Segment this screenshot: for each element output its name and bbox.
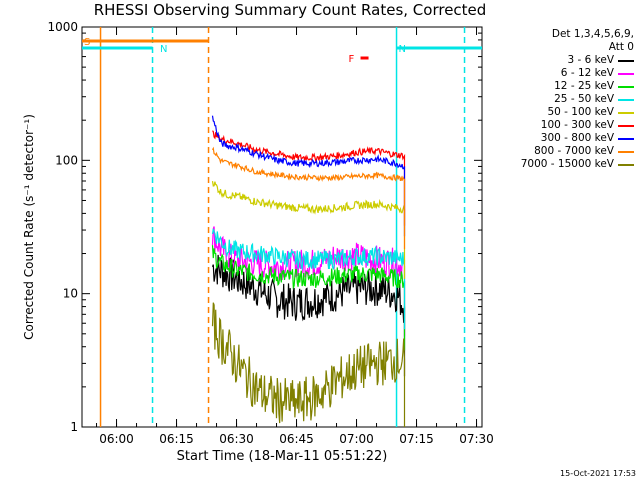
legend-label: 25 - 50 keV [554,93,614,105]
legend-entry: 3 - 6 keV [474,54,634,67]
legend-label: 12 - 25 keV [554,80,614,92]
chart-title: RHESSI Observing Summary Count Rates, Co… [93,1,487,19]
legend-entry: 300 - 800 keV [474,132,634,145]
x-axis-label: Start Time (18-Mar-11 05:51:22) [177,449,388,464]
x-tick-label: 06:45 [279,432,314,446]
series-line-3 [211,245,406,351]
flag-label-s: S [84,37,90,48]
legend-entry: 50 - 100 keV [474,106,634,119]
y-tick-label: 1000 [47,20,78,34]
legend-entry: 25 - 50 keV [474,93,634,106]
legend-entry: 7000 - 15000 keV [474,158,634,171]
series-line-1 [211,254,406,377]
flag-label-n: N [160,44,167,55]
legend-label: 6 - 12 keV [560,67,614,79]
x-tick-label: 06:00 [99,432,134,446]
legend-label: 3 - 6 keV [567,54,614,66]
y-tick-label: 100 [55,153,78,167]
legend-swatch [618,150,634,153]
legend-entry: 800 - 7000 keV [474,145,634,158]
flag-label-n: N [399,44,406,55]
x-tick-label: 06:30 [219,432,254,446]
legend-entry: 6 - 12 keV [474,67,634,80]
y-tick-label: 1 [70,420,78,434]
legend-swatch [618,98,634,101]
legend-label: 100 - 300 keV [540,119,614,131]
series-line-4 [211,228,406,330]
x-tick-label: 06:15 [159,432,194,446]
series-line-9 [211,302,406,427]
plot-frame [81,26,483,428]
legend-swatch [618,59,634,62]
x-tick-label: 07:15 [399,432,434,446]
legend-label: 800 - 7000 keV [534,145,614,157]
legend-label: 300 - 800 keV [540,132,614,144]
legend-header-1: Det 1,3,4,5,6,9, [551,28,634,40]
legend-label: 50 - 100 keV [547,106,614,118]
legend-swatch [618,72,634,75]
series-line-6 [212,130,406,226]
flag-label-f: F [349,54,355,65]
legend-swatch [618,111,634,114]
legend-swatch [618,163,634,166]
series-line-7 [211,115,406,237]
series-line-8 [211,146,406,250]
legend: Det 1,3,4,5,6,9, Att 0 3 - 6 keV 6 - 12 k… [474,28,634,171]
x-tick-label: 07:00 [339,432,374,446]
legend-swatch [618,124,634,127]
legend-swatch [618,85,634,88]
series-line-5 [211,181,406,279]
legend-label: 7000 - 15000 keV [520,158,614,170]
legend-entry: 100 - 300 keV [474,119,634,132]
x-tick-label: 07:30 [459,432,494,446]
timestamp: 15-Oct-2021 17:53 [560,469,636,478]
y-tick-label: 10 [63,287,78,301]
legend-entry: 12 - 25 keV [474,80,634,93]
y-axis-label: Corrected Count Rate (s⁻¹ detector⁻¹) [22,114,36,340]
legend-swatch [618,137,634,140]
legend-header-2: Att 0 [608,41,634,53]
